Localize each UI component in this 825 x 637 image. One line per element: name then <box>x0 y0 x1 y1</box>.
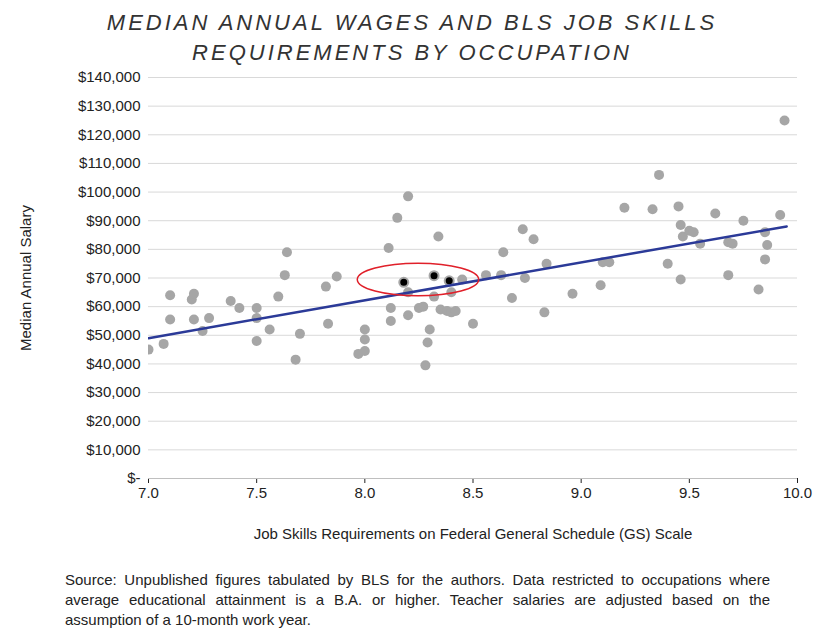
svg-text:8.5: 8.5 <box>463 484 484 501</box>
svg-text:$10,000: $10,000 <box>86 441 140 458</box>
svg-text:$50,000: $50,000 <box>86 326 140 343</box>
html-text:MEDIAN ANNUAL WAGES AND BLS JO: MEDIAN ANNUAL WAGES AND BLS JOB SKILLS R… <box>106 10 718 65</box>
svg-text:9.0: 9.0 <box>571 484 592 501</box>
html-text:Source: Unpublished figures ta: Source: Unpublished figures tabulated by… <box>65 571 770 628</box>
svg-text:7.0: 7.0 <box>138 484 159 501</box>
svg-text:8.0: 8.0 <box>354 484 375 501</box>
svg-text:$30,000: $30,000 <box>86 383 140 400</box>
svg-text:$140,000: $140,000 <box>78 68 141 85</box>
svg-text:9.5: 9.5 <box>679 484 700 501</box>
svg-text:$90,000: $90,000 <box>86 212 140 229</box>
svg-text:7.5: 7.5 <box>246 484 267 501</box>
svg-text:$80,000: $80,000 <box>86 240 140 257</box>
svg-text:Job Skills Requirements on Fed: Job Skills Requirements on Federal Gener… <box>254 525 693 542</box>
svg-text:$70,000: $70,000 <box>86 269 140 286</box>
svg-text:Median Annual Salary: Median Annual Salary <box>17 205 34 351</box>
svg-text:$110,000: $110,000 <box>79 154 140 171</box>
svg-text:$100,000: $100,000 <box>78 183 141 200</box>
svg-text:$40,000: $40,000 <box>86 355 140 372</box>
svg-text:$60,000: $60,000 <box>86 297 140 314</box>
svg-text:10.0: 10.0 <box>783 484 812 501</box>
svg-text:$130,000: $130,000 <box>78 97 141 114</box>
svg-text:$120,000: $120,000 <box>78 126 141 143</box>
svg-text:$20,000: $20,000 <box>86 412 140 429</box>
